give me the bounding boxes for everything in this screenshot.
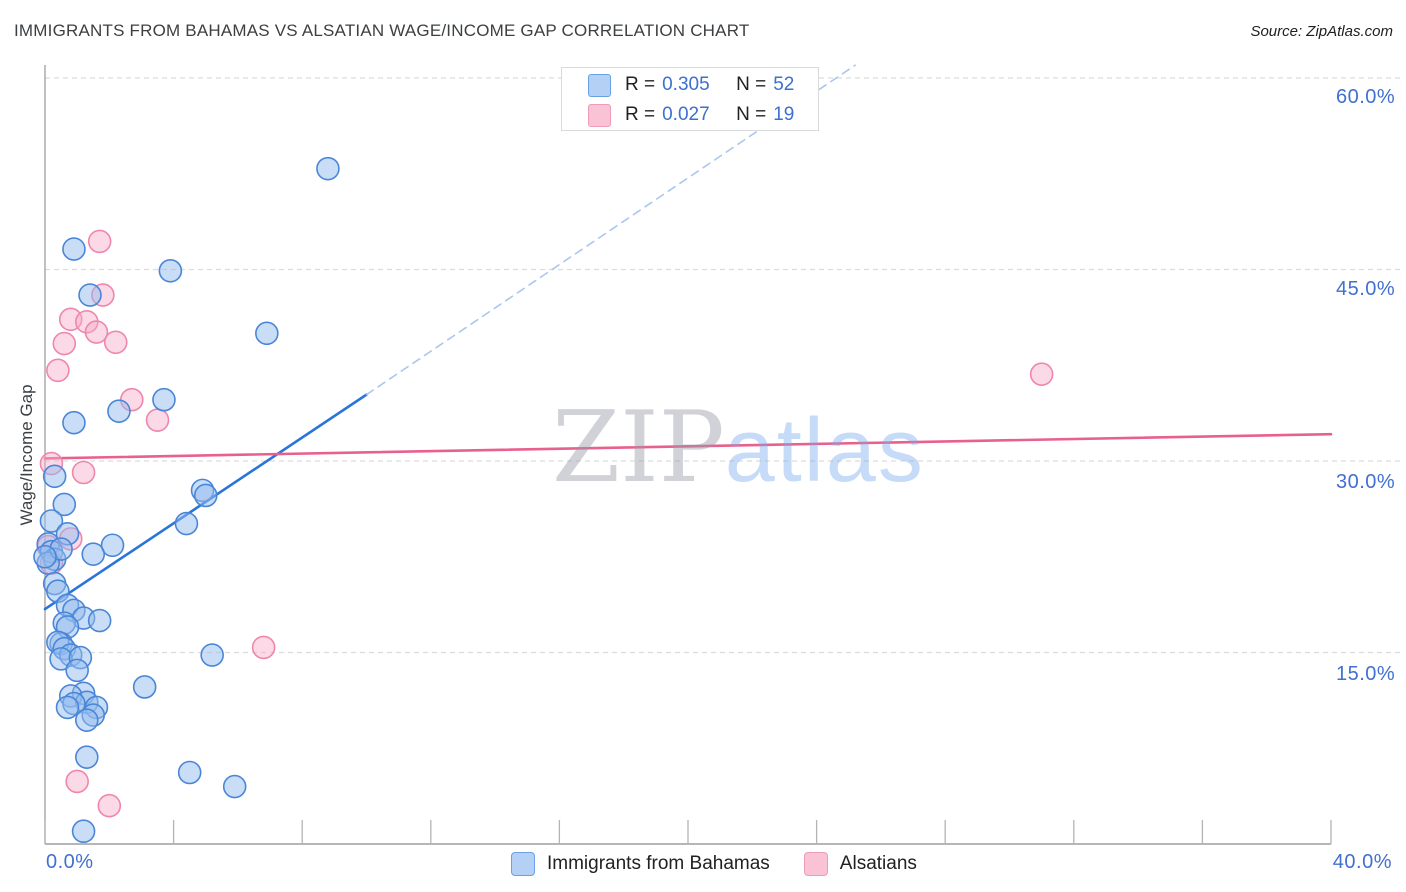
data-point [107,399,131,424]
data-point [62,237,86,261]
data-point [132,675,157,699]
data-point [103,330,128,355]
source-credit: Source: ZipAtlas.com [1250,23,1393,40]
legend-item-label: Alsatians [839,853,917,874]
data-point [251,635,276,660]
data-point [33,544,57,569]
trend-line-solid [43,432,1333,460]
n-label: N = [736,104,767,125]
bahamas-swatch-icon [588,73,611,97]
n-label: N = [736,74,767,95]
data-point [177,760,202,785]
data-point [65,658,89,683]
data-point [52,492,77,517]
y-tick-label-60: 60.0% [1336,86,1396,108]
data-point [74,708,99,732]
data-point [81,542,106,566]
data-point [145,408,170,432]
data-point [193,483,218,508]
legend-item-alsatians: Alsatians [803,852,917,876]
data-point [1029,362,1054,386]
data-point [158,258,183,283]
r-value: 0.305 [662,74,710,95]
series-legend: Immigrants from Bahamas Alsatians [511,852,917,876]
data-point [71,460,96,485]
data-point [222,774,247,799]
y-axis-title: Wage/Income Gap [17,384,36,526]
x-tick-label-max: 40.0% [1332,851,1392,873]
r-label: R = [625,104,656,125]
data-point [316,156,340,181]
data-point [62,410,86,435]
data-point [87,608,112,633]
alsatians-swatch-icon [803,852,828,876]
data-point [87,229,112,254]
data-point [52,331,77,356]
n-value: 19 [773,104,795,125]
n-value: 52 [773,74,795,95]
r-value: 0.027 [662,104,710,125]
legend-row-bahamas: R = 0.305 N = 52 [588,72,818,98]
y-tick-label-45: 45.0% [1336,278,1396,300]
data-point [42,464,67,489]
data-point [152,387,176,412]
data-point [55,695,80,720]
alsatians-swatch-icon [588,103,611,127]
data-point [78,283,102,307]
data-point [97,793,122,818]
legend-item-label: Immigrants from Bahamas [547,853,770,874]
correlation-legend: R = 0.305 N = 52 R = 0.027 N = 19 [561,67,819,131]
data-point [74,745,99,769]
data-point [71,819,96,844]
data-point [200,643,224,667]
data-point [100,533,125,558]
r-label: R = [625,74,656,95]
data-point [255,321,279,346]
data-point [39,509,64,533]
legend-item-bahamas: Immigrants from Bahamas [511,852,770,876]
y-tick-label-30: 30.0% [1336,471,1396,493]
data-point [46,358,70,383]
page-title: IMMIGRANTS FROM BAHAMAS VS ALSATIAN WAGE… [14,21,750,40]
y-tick-label-15: 15.0% [1336,663,1396,685]
x-tick-label-min: 0.0% [46,851,94,873]
legend-row-alsatians: R = 0.027 N = 19 [588,102,818,128]
bahamas-swatch-icon [511,852,535,876]
data-point [65,769,89,794]
data-point [174,511,199,536]
data-point [84,320,109,344]
